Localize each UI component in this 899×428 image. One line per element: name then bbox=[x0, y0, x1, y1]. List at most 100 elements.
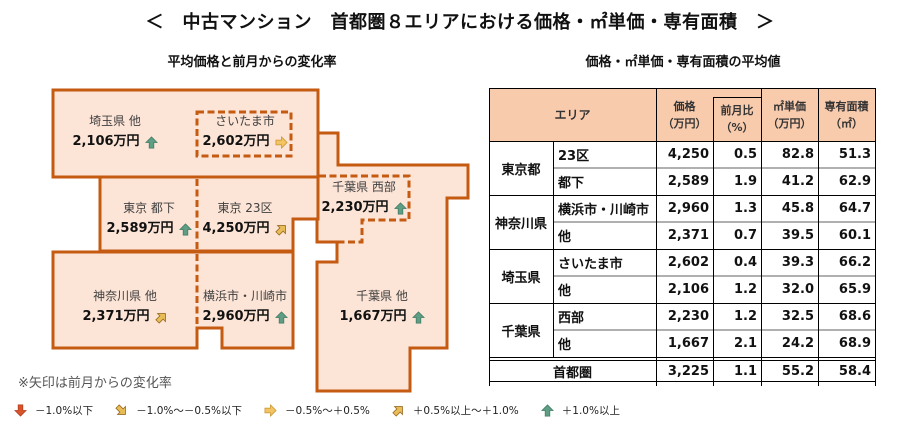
table-grid-line bbox=[489, 357, 876, 358]
cell-unit-price: 41.2 bbox=[781, 174, 814, 189]
header-price: 価格 （万円） bbox=[656, 88, 713, 141]
table-grid-line bbox=[489, 88, 876, 89]
table-heading: 価格・㎡単価・専有面積の平均値 bbox=[585, 55, 781, 70]
header-unit: （万円） bbox=[767, 116, 812, 130]
table-grid-line bbox=[489, 249, 876, 250]
trend-up-arrow-icon bbox=[394, 202, 407, 215]
trend-slight-up-arrow-icon bbox=[155, 311, 168, 324]
cell-price: 1,667 bbox=[667, 336, 709, 351]
cell-unit-price: 32.5 bbox=[781, 309, 814, 324]
cell-floor-area: 51.3 bbox=[838, 147, 871, 162]
row-sub-label: 他 bbox=[558, 230, 572, 245]
header-label: 専有面積 bbox=[824, 99, 869, 113]
row-sub-label: 都下 bbox=[558, 176, 585, 191]
table-grid-line bbox=[656, 88, 657, 386]
header-label: 価格 bbox=[673, 99, 696, 113]
table-subrow-line bbox=[553, 221, 876, 223]
region-price: 2,106万円 bbox=[72, 134, 140, 149]
table-grid-line bbox=[875, 88, 876, 386]
trend-flat-arrow-icon bbox=[275, 136, 288, 149]
row-sub-label: 他 bbox=[558, 338, 572, 353]
region-label: 千葉県 西部 bbox=[332, 180, 396, 194]
trend-up-arrow-icon bbox=[179, 223, 192, 236]
header-unit: （万円） bbox=[662, 116, 707, 130]
saitama-city-outline bbox=[195, 110, 293, 158]
cell-change: 1.2 bbox=[733, 282, 757, 297]
region-price: 4,250万円 bbox=[202, 221, 270, 236]
cell-unit-price: 39.5 bbox=[781, 228, 814, 243]
cell-floor-area: 64.7 bbox=[838, 201, 871, 216]
header-unit: （㎡） bbox=[830, 116, 863, 130]
group-label: 埼玉県 bbox=[501, 270, 541, 286]
chiba-shape bbox=[315, 131, 470, 393]
row-sub-label: 西部 bbox=[558, 311, 585, 326]
legend-label: －1.0%以下 bbox=[35, 404, 94, 417]
total-floor-area: 58.4 bbox=[838, 363, 871, 379]
region-saitama-city: さいたま市 2,602万円 bbox=[199, 111, 291, 153]
legend-item: ＋1.0%以上 bbox=[541, 403, 620, 418]
cell-price: 2,230 bbox=[667, 309, 709, 324]
header-area: エリア bbox=[554, 108, 591, 122]
legend-label: ＋1.0%以上 bbox=[561, 404, 620, 417]
table-header-bg bbox=[489, 88, 875, 141]
header-label: 前月比 bbox=[720, 104, 754, 117]
chiba-west-outline bbox=[319, 174, 411, 244]
trend-legend: －1.0%以下 －1.0%～－0.5%以下 －0.5%～＋0.5% ＋0.5%以… bbox=[14, 402, 642, 418]
saitama-shape bbox=[51, 88, 320, 179]
header-floor-area: 専有面積 （㎡） bbox=[818, 88, 875, 141]
cell-change: 0.7 bbox=[733, 228, 757, 243]
cell-change: 1.9 bbox=[733, 174, 757, 189]
trend-slight-up-arrow-icon bbox=[275, 223, 288, 236]
cell-price: 2,589 bbox=[667, 174, 709, 189]
region-kanagawa-other: 神奈川県 他 2,371万円 bbox=[55, 286, 195, 328]
table-grid-line bbox=[489, 303, 876, 304]
footnote: ※矢印は前月からの変化率 bbox=[18, 376, 172, 391]
cell-price: 4,250 bbox=[667, 147, 709, 162]
header-unit-price: ㎡単価 （万円） bbox=[761, 88, 818, 141]
trend-slight-up-arrow-icon bbox=[392, 404, 405, 417]
group-label: 神奈川県 bbox=[494, 216, 547, 232]
table-subrow-line bbox=[553, 329, 876, 331]
total-change: 1.1 bbox=[733, 363, 757, 379]
cell-floor-area: 68.6 bbox=[838, 309, 871, 324]
cell-floor-area: 68.9 bbox=[838, 336, 871, 351]
legend-item: －1.0%以下 bbox=[14, 403, 93, 418]
table-grid-line bbox=[553, 141, 554, 357]
cell-unit-price: 32.0 bbox=[781, 282, 814, 297]
region-label: 神奈川県 他 bbox=[93, 289, 157, 303]
region-price: 2,960万円 bbox=[202, 309, 270, 324]
region-price: 2,230万円 bbox=[321, 200, 389, 215]
legend-label: ＋0.5%以上～＋1.0% bbox=[412, 404, 519, 417]
header-label: ㎡単価 bbox=[773, 99, 806, 113]
legend-item: －1.0%～－0.5%以下 bbox=[115, 403, 242, 418]
table-subrow-line bbox=[553, 167, 876, 169]
cell-floor-area: 60.1 bbox=[838, 228, 871, 243]
table-grid-line bbox=[489, 381, 876, 382]
table-grid-line bbox=[761, 88, 762, 386]
price-table: エリア 価格 （万円） 前月比 （%） ㎡単価 （万円） 専有面積 （㎡） 東京都 23… bbox=[489, 88, 876, 386]
table-grid-line bbox=[489, 88, 490, 386]
cell-floor-area: 65.9 bbox=[838, 282, 871, 297]
kanagawa-shape bbox=[51, 250, 295, 350]
table-grid-line bbox=[489, 360, 876, 361]
cell-unit-price: 82.8 bbox=[781, 147, 814, 162]
table-grid-line bbox=[713, 97, 714, 386]
trend-up-arrow-icon bbox=[412, 311, 425, 324]
group-label: 東京都 bbox=[501, 162, 541, 178]
trend-down-arrow-icon bbox=[14, 404, 27, 417]
region-price: 2,371万円 bbox=[82, 309, 150, 324]
cell-change: 1.3 bbox=[733, 201, 757, 216]
region-label: 千葉県 他 bbox=[356, 289, 408, 303]
region-label: さいたま市 bbox=[215, 114, 275, 128]
legend-item: ＋0.5%以上～＋1.0% bbox=[392, 403, 519, 418]
header-change: 前月比 （%） bbox=[713, 97, 761, 141]
region-saitama-other: 埼玉県 他 2,106万円 bbox=[60, 111, 170, 153]
page-title: ＜ 中古マンション 首都圏８エリアにおける価格・㎡単価・専有面積 ＞ bbox=[145, 12, 775, 33]
cell-unit-price: 45.8 bbox=[781, 201, 814, 216]
row-sub-label: さいたま市 bbox=[558, 257, 623, 272]
table-grid-line bbox=[489, 141, 876, 142]
region-tokyo-23ku: 東京 23区 4,250万円 bbox=[199, 198, 291, 240]
row-sub-label: 横浜市・川崎市 bbox=[558, 203, 650, 218]
trend-up-arrow-icon bbox=[541, 404, 554, 417]
table-subrow-line bbox=[553, 275, 876, 277]
